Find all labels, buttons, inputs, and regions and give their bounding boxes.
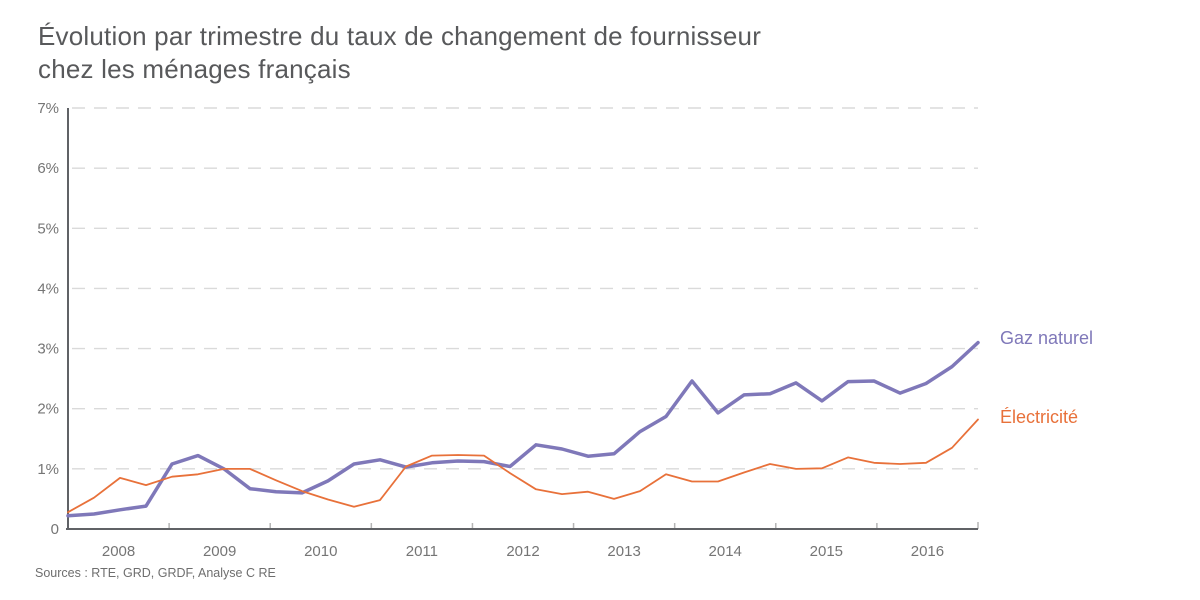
y-axis-label-5pct: 5% bbox=[37, 220, 59, 237]
y-axis-label-0: 0 bbox=[51, 521, 59, 538]
y-axis-label-4pct: 4% bbox=[37, 280, 59, 297]
gaz-naturel-line bbox=[66, 340, 980, 518]
x-axis-label-2008: 2008 bbox=[102, 543, 135, 560]
x-axis-label-2009: 2009 bbox=[203, 543, 236, 560]
chart-title-line1: Évolution par trimestre du taux de chang… bbox=[38, 21, 762, 51]
x-axis-label-2012: 2012 bbox=[506, 543, 539, 560]
y-axis-label-7pct: 7% bbox=[37, 100, 59, 117]
x-axis-label-2014: 2014 bbox=[709, 543, 742, 560]
y-axis-label-2pct: 2% bbox=[37, 401, 59, 418]
legend-label-gaz-naturel: Gaz naturel bbox=[1000, 328, 1094, 348]
y-axis-label-6pct: 6% bbox=[37, 160, 59, 177]
y-axis-label-1pct: 1% bbox=[37, 461, 59, 478]
source-note: Sources : RTE, GRD, GRDF, Analyse C RE bbox=[35, 566, 276, 580]
x-axis-label-2010: 2010 bbox=[304, 543, 337, 560]
y-axis-label-3pct: 3% bbox=[37, 341, 59, 358]
chart-title: Évolution par trimestre du taux de chang… bbox=[38, 20, 761, 86]
legend-label-electricite: Électricité bbox=[1000, 407, 1079, 427]
electricite-line bbox=[67, 418, 979, 514]
chart-title-line2: chez les ménages français bbox=[38, 54, 351, 84]
x-axis-label-2011: 2011 bbox=[406, 543, 438, 560]
x-axis-label-2013: 2013 bbox=[607, 543, 640, 560]
x-axis-label-2016: 2016 bbox=[911, 543, 944, 560]
x-axis-label-2015: 2015 bbox=[810, 543, 843, 560]
